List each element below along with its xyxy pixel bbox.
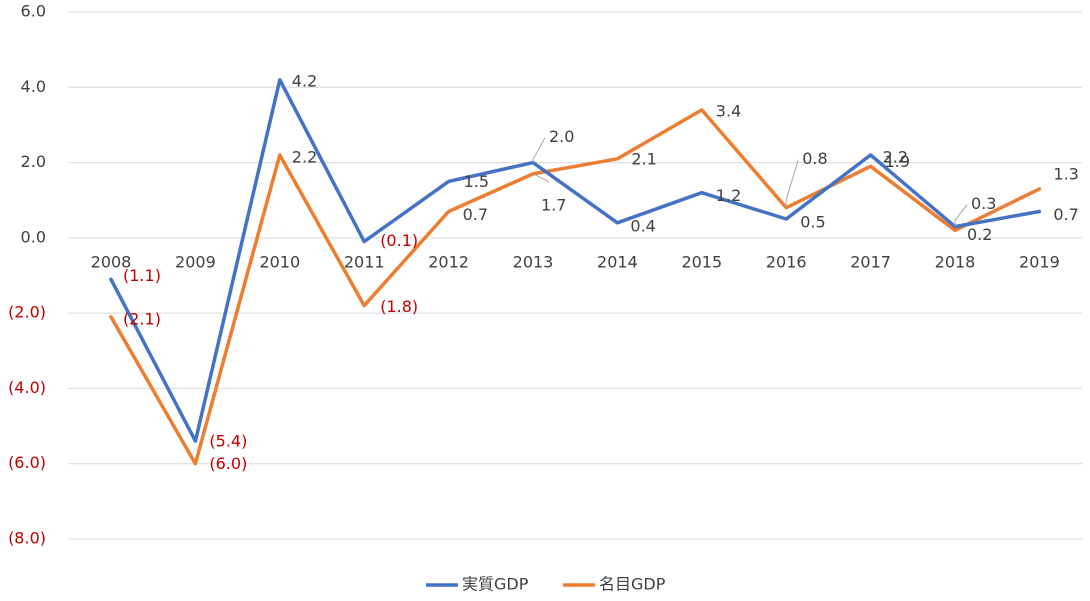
data-label: (2.1) [123, 309, 161, 328]
data-label: 1.3 [1053, 164, 1078, 183]
data-label: 0.3 [971, 194, 996, 213]
y-tick-label: (2.0) [8, 303, 46, 322]
series-lines [109, 78, 1042, 466]
data-label: 0.8 [802, 149, 827, 168]
data-label: 0.2 [967, 225, 992, 244]
x-tick-label: 2011 [344, 253, 385, 272]
legend-label: 実質GDP [462, 575, 529, 594]
data-label: 0.5 [800, 213, 825, 232]
data-label: (1.8) [380, 297, 418, 316]
y-tick-label: 0.0 [21, 227, 46, 246]
x-tick-label: 2016 [766, 253, 807, 272]
x-tick-label: 2014 [597, 253, 638, 272]
y-tick-label: 6.0 [21, 2, 46, 21]
data-label: (5.4) [209, 432, 247, 451]
label-leader-line [785, 159, 799, 208]
data-label: (0.1) [380, 231, 418, 250]
x-tick-label: 2012 [428, 253, 469, 272]
y-tick-label: 4.0 [21, 77, 46, 96]
data-label: 1.5 [464, 172, 489, 191]
x-tick-label: 2010 [259, 253, 300, 272]
series-line [109, 78, 1042, 443]
data-label: 0.7 [463, 205, 488, 224]
x-axis-ticks: 2008 2009 2010 2011 2012 2013 2014 2015 2016 2017… [91, 253, 1060, 272]
data-label: 0.4 [630, 216, 655, 235]
x-tick-label: 2017 [850, 253, 891, 272]
data-label: 1.9 [885, 152, 910, 171]
label-leader-line [532, 173, 550, 183]
data-label: 4.2 [292, 71, 317, 90]
data-labels: (1.1) (5.4) 4.2 (0.1) 1.5 2.0 0.4 1.2 0.5 2.2 0.3 0… [123, 71, 1079, 473]
x-tick-label: 2008 [91, 253, 132, 272]
y-tick-label: (8.0) [8, 529, 46, 548]
y-axis-ticks: 6.0 4.0 2.0 0.0 (2.0) (4.0) (6.0) (8.0) [8, 2, 46, 548]
data-label: 3.4 [716, 101, 741, 120]
data-label: 2.0 [549, 127, 574, 146]
data-label: 1.7 [541, 195, 566, 214]
data-label: 2.2 [883, 148, 908, 167]
data-label: (1.1) [123, 266, 161, 285]
x-tick-label: 2018 [935, 253, 976, 272]
y-tick-label: 2.0 [21, 152, 46, 171]
legend: 実質GDP 名目GDP [426, 575, 666, 594]
data-label: (6.0) [209, 454, 247, 473]
y-tick-label: (4.0) [8, 378, 46, 397]
x-tick-label: 2015 [681, 253, 722, 272]
data-label: 2.1 [631, 149, 656, 168]
label-leader-lines [532, 137, 968, 227]
label-leader-line [954, 204, 968, 227]
x-tick-label: 2009 [175, 253, 216, 272]
series-line [109, 108, 1042, 466]
data-label: 0.7 [1053, 205, 1078, 224]
label-leader-line [532, 137, 546, 163]
y-tick-label: (6.0) [8, 453, 46, 472]
x-tick-label: 2019 [1019, 253, 1060, 272]
x-tick-label: 2013 [513, 253, 554, 272]
data-label: 1.2 [716, 186, 741, 205]
legend-label: 名目GDP [599, 575, 666, 594]
data-label: 2.2 [292, 148, 317, 167]
